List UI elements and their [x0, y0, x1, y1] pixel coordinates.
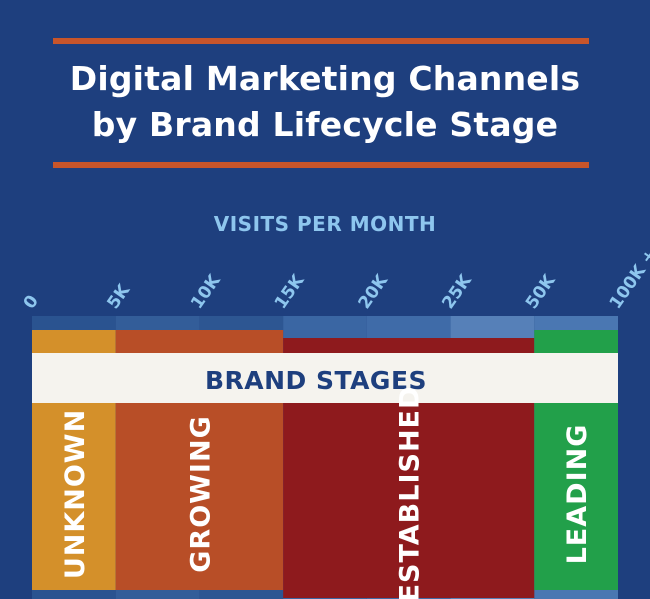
tick-label: 50K — [522, 271, 560, 313]
stage-labels: UNKNOWN GROWING ESTABLISHED LEADING — [60, 386, 593, 599]
stage-label-growing: GROWING — [185, 415, 216, 573]
stage-label-leading: LEADING — [562, 424, 593, 565]
tick-label: 15K — [271, 271, 309, 313]
tick-label: 10K — [187, 271, 225, 313]
bottom-rule — [53, 162, 589, 168]
brand-stages-banner: BRAND STAGES — [32, 353, 618, 403]
tick-label: 0 — [20, 292, 43, 313]
stage-label-established: ESTABLISHED — [395, 386, 426, 599]
tick-label: 100K + — [606, 245, 650, 313]
tick-label: 25K — [438, 271, 476, 313]
banner-bar — [32, 353, 618, 403]
stage-label-unknown: UNKNOWN — [60, 409, 91, 579]
title-line-2: by Brand Lifecycle Stage — [91, 105, 559, 144]
tick-label: 5K — [103, 280, 134, 313]
top-rule — [53, 38, 589, 44]
title-line-1: Digital Marketing Channels — [69, 59, 581, 98]
tick-label: 20K — [355, 271, 393, 313]
banner-label: BRAND STAGES — [205, 366, 427, 395]
axis-label: VISITS PER MONTH — [213, 212, 437, 236]
tick-labels: 0 5K 10K 15K 20K 25K 50K 100K + — [20, 245, 650, 313]
